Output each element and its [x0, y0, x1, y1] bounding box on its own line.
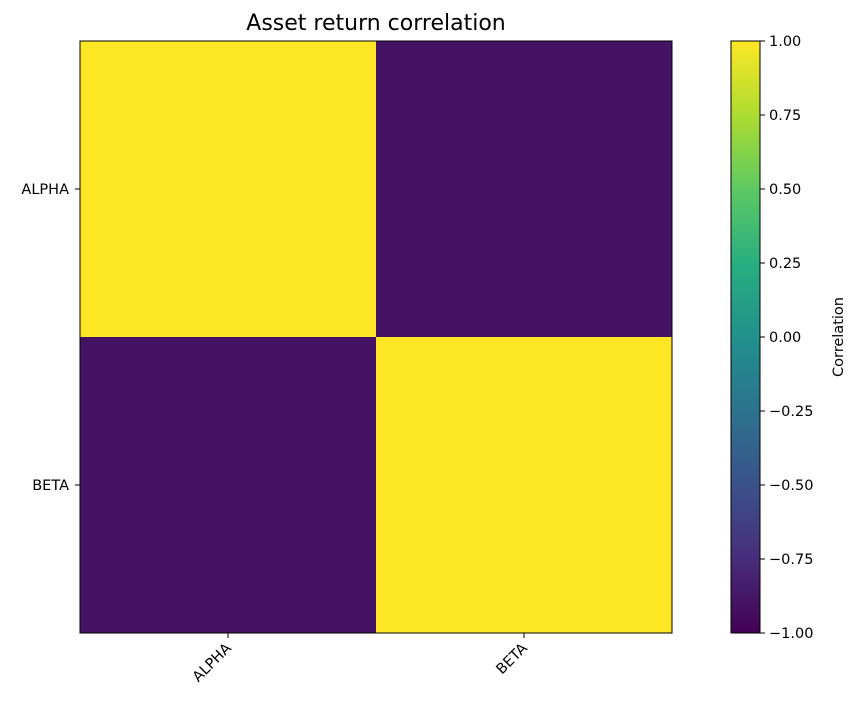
x-tick-label: ALPHA — [190, 640, 235, 685]
heatmap-cell — [376, 337, 672, 633]
colorbar-tick-label: 1.00 — [769, 34, 801, 50]
colorbar-tick-label: −0.25 — [769, 404, 813, 420]
chart-title: Asset return correlation — [246, 11, 505, 36]
heatmap-cell — [376, 41, 672, 337]
y-tick-label: BETA — [32, 478, 69, 494]
heatmap-cells — [80, 41, 672, 633]
plot-frame — [79, 40, 673, 634]
colorbar-tick-label: −0.75 — [769, 552, 813, 568]
x-tick-label: BETA — [494, 640, 531, 677]
colorbar-tick-label: −0.50 — [769, 478, 813, 494]
colorbar-tick-label: 0.75 — [769, 108, 801, 124]
heatmap-cell — [80, 41, 376, 337]
colorbar-label: Correlation — [831, 297, 847, 377]
colorbar-tick-label: 0.25 — [769, 256, 801, 272]
colorbar: 1.00 0.75 0.50 0.25 0.00 −0.25 −0.50 −0.75 −1.00… — [730, 34, 847, 642]
x-axis-ticks: ALPHA BETA — [190, 633, 531, 685]
colorbar-gradient — [730, 40, 761, 634]
colorbar-tick-label: 0.00 — [769, 330, 801, 346]
colorbar-tick-label: −1.00 — [769, 626, 813, 642]
y-tick-label: ALPHA — [21, 182, 69, 198]
colorbar-ticks: 1.00 0.75 0.50 0.25 0.00 −0.25 −0.50 −0.75 −1.00 — [760, 34, 813, 642]
heatmap-cell — [80, 337, 376, 633]
colorbar-tick-label: 0.50 — [769, 182, 801, 198]
y-axis-ticks: ALPHA BETA — [21, 182, 80, 494]
